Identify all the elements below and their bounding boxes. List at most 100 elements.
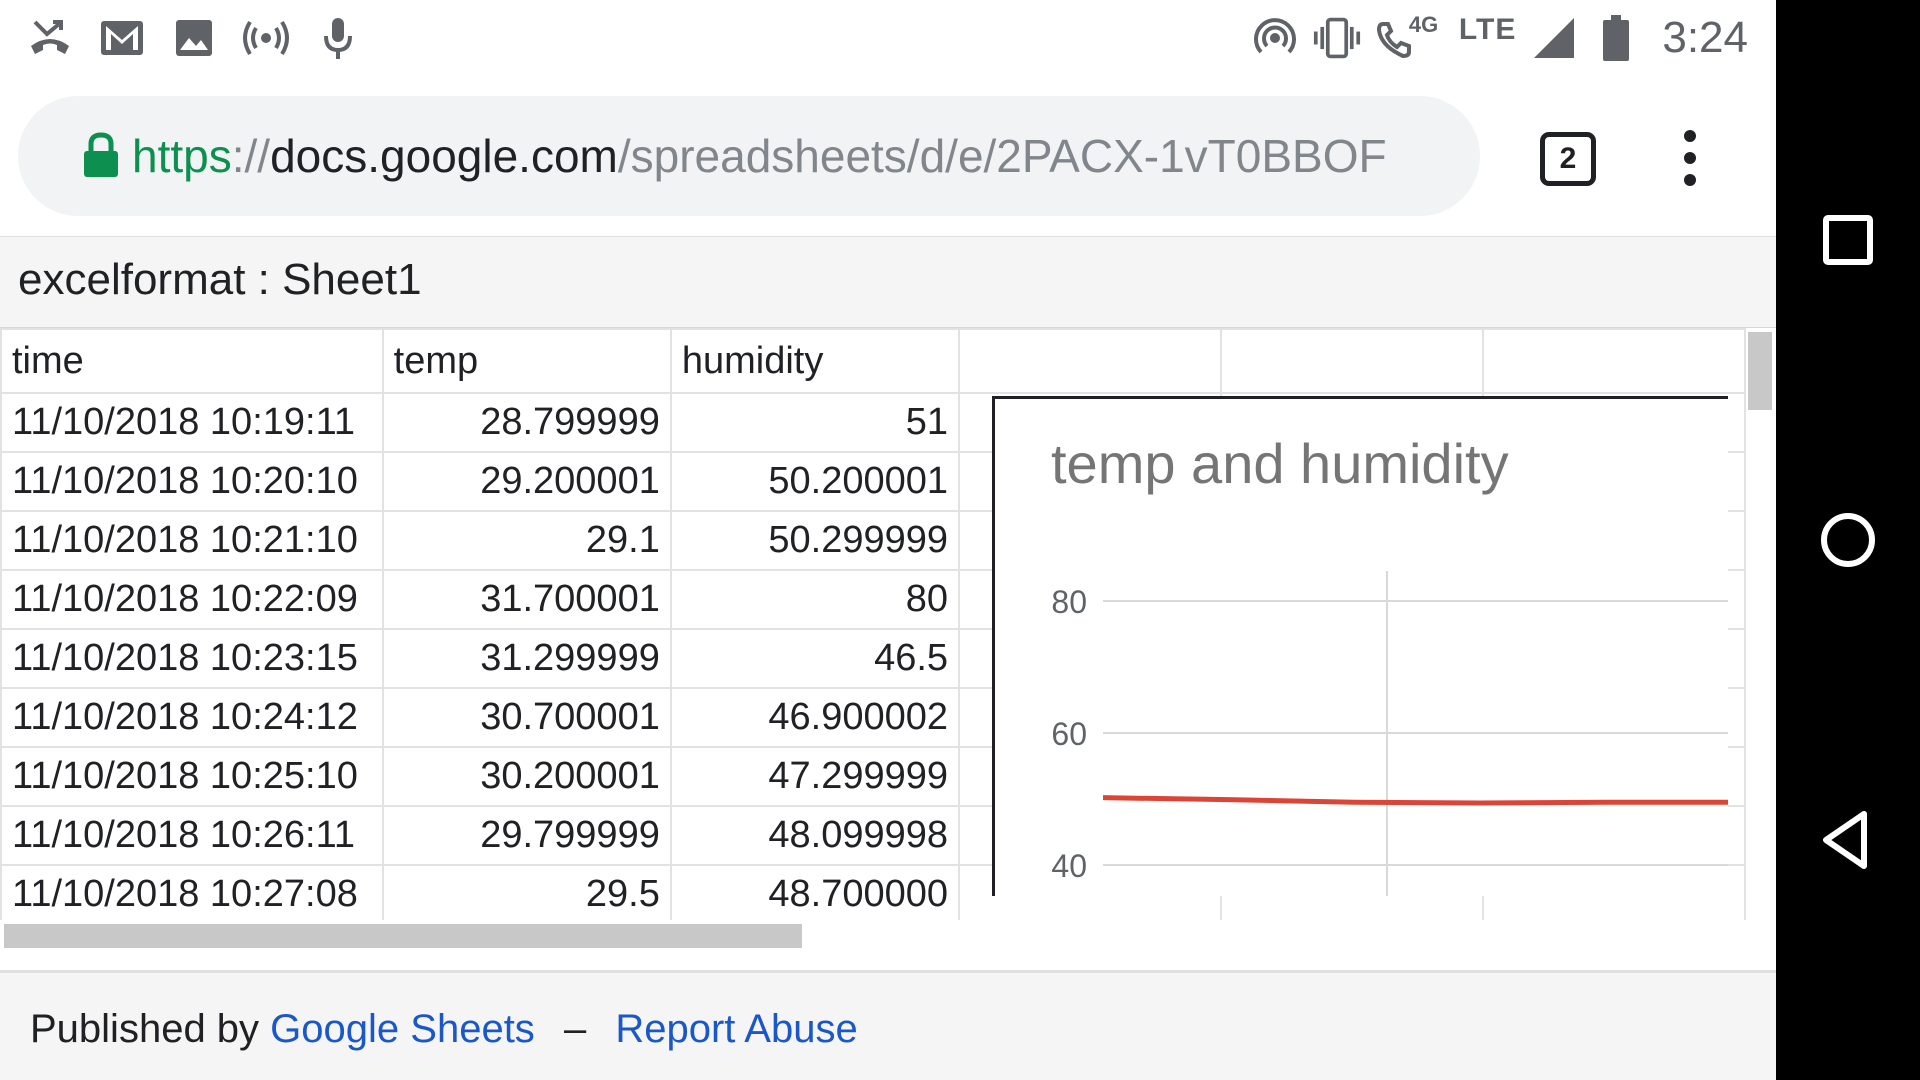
android-nav-bar <box>1776 0 1920 1080</box>
url-separator: :// <box>231 130 271 182</box>
cell[interactable] <box>1220 451 1484 512</box>
cell[interactable] <box>1481 746 1746 807</box>
cell[interactable]: 11/10/2018 10:27:08 <box>0 864 384 920</box>
cell[interactable] <box>1220 864 1484 920</box>
cell[interactable]: 80 <box>669 569 961 630</box>
microphone-icon <box>314 14 362 62</box>
cell[interactable]: 11/10/2018 10:24:12 <box>0 687 384 748</box>
cell[interactable] <box>1481 805 1746 866</box>
cell[interactable] <box>958 746 1223 807</box>
cell[interactable]: 50.200001 <box>669 451 961 512</box>
cell[interactable]: 29.5 <box>381 864 672 920</box>
sheet-title-bar: excelformat : Sheet1 <box>0 236 1776 328</box>
overflow-menu-icon[interactable] <box>1668 126 1712 190</box>
recents-icon[interactable] <box>1812 204 1884 276</box>
cell[interactable] <box>958 510 1223 571</box>
url-text[interactable]: https://docs.google.com/spreadsheets/d/e… <box>132 124 1462 188</box>
cell[interactable] <box>958 569 1223 630</box>
table-row: 11/10/2018 10:20:10 29.200001 50.200001 <box>0 451 1746 512</box>
lock-icon[interactable] <box>82 132 120 178</box>
horizontal-scroll-thumb[interactable] <box>4 924 802 948</box>
table-row: 11/10/2018 10:26:11 29.799999 48.099998 <box>0 805 1746 866</box>
cell[interactable]: 47.299999 <box>669 746 961 807</box>
cell[interactable]: 29.799999 <box>381 805 672 866</box>
table-row: 11/10/2018 10:25:10 30.200001 47.299999 <box>0 746 1746 807</box>
cell[interactable]: 11/10/2018 10:23:15 <box>0 628 384 689</box>
cell[interactable]: 11/10/2018 10:22:09 <box>0 569 384 630</box>
cell[interactable] <box>1220 628 1484 689</box>
url-path: /spreadsheets/d/e/2PACX-1vT0BBOF <box>617 130 1387 182</box>
footer-dash: – <box>563 1007 587 1051</box>
battery-icon <box>1592 14 1640 62</box>
cell[interactable] <box>958 687 1223 748</box>
cell[interactable]: 11/10/2018 10:20:10 <box>0 451 384 512</box>
cell[interactable]: 30.700001 <box>381 687 672 748</box>
cell[interactable] <box>958 628 1223 689</box>
cell[interactable] <box>1220 805 1484 866</box>
table-row: 11/10/2018 10:24:12 30.700001 46.900002 <box>0 687 1746 748</box>
cell[interactable]: 29.1 <box>381 510 672 571</box>
cell[interactable] <box>1481 687 1746 748</box>
cell[interactable] <box>1220 569 1484 630</box>
cell[interactable] <box>958 392 1223 453</box>
report-abuse-link[interactable]: Report Abuse <box>615 1007 858 1051</box>
cell[interactable] <box>958 451 1223 512</box>
cell[interactable]: 30.200001 <box>381 746 672 807</box>
cell[interactable] <box>958 805 1223 866</box>
header-cell[interactable] <box>958 328 1223 394</box>
cell[interactable]: 28.799999 <box>381 392 672 453</box>
cell[interactable] <box>1481 864 1746 920</box>
cell[interactable] <box>1481 451 1746 512</box>
clock: 3:24 <box>1662 13 1748 62</box>
cell[interactable]: 46.5 <box>669 628 961 689</box>
header-cell[interactable]: humidity <box>669 328 961 394</box>
cell[interactable]: 51 <box>669 392 961 453</box>
cell[interactable] <box>1481 510 1746 571</box>
table-row: 11/10/2018 10:21:10 29.1 50.299999 <box>0 510 1746 571</box>
cell[interactable]: 11/10/2018 10:19:11 <box>0 392 384 453</box>
header-cell[interactable] <box>1220 328 1484 394</box>
network-type: LTE <box>1458 13 1517 46</box>
cell[interactable] <box>1220 746 1484 807</box>
horizontal-scrollbar[interactable] <box>0 920 1746 948</box>
cell[interactable]: 31.299999 <box>381 628 672 689</box>
hotspot-icon <box>1251 14 1299 62</box>
vertical-scrollbar[interactable] <box>1746 328 1776 920</box>
back-icon[interactable] <box>1812 804 1884 876</box>
cell[interactable] <box>1220 687 1484 748</box>
cell[interactable]: 11/10/2018 10:26:11 <box>0 805 384 866</box>
cell[interactable] <box>1220 392 1484 453</box>
cell[interactable]: 50.299999 <box>669 510 961 571</box>
image-icon <box>170 14 218 62</box>
published-sheet: excelformat : Sheet1 time temp humidity 11/… <box>0 236 1776 1080</box>
home-icon[interactable] <box>1812 504 1884 576</box>
cell[interactable] <box>1481 628 1746 689</box>
sheet-title: excelformat : Sheet1 <box>18 255 422 304</box>
cell[interactable]: 48.099998 <box>669 805 961 866</box>
omnibox[interactable]: https://docs.google.com/spreadsheets/d/e… <box>18 96 1480 216</box>
cell[interactable]: 31.700001 <box>381 569 672 630</box>
cell[interactable]: 48.700000 <box>669 864 961 920</box>
cell[interactable] <box>958 864 1223 920</box>
cell[interactable]: 11/10/2018 10:25:10 <box>0 746 384 807</box>
cell[interactable] <box>1220 510 1484 571</box>
broadcast-icon <box>242 14 290 62</box>
published-by-label: Published by <box>30 1007 260 1051</box>
publish-footer: Published by Google Sheets – Report Abus… <box>0 970 1776 1080</box>
signal-icon <box>1530 14 1578 62</box>
cell[interactable]: 29.200001 <box>381 451 672 512</box>
cell[interactable]: 46.900002 <box>669 687 961 748</box>
tab-switcher-button[interactable]: 2 <box>1540 132 1596 186</box>
table-row: 11/10/2018 10:22:09 31.700001 80 <box>0 569 1746 630</box>
cell[interactable] <box>1481 392 1746 453</box>
header-cell[interactable]: temp <box>381 328 672 394</box>
missed-call-icon <box>26 14 74 62</box>
google-sheets-link[interactable]: Google Sheets <box>270 1007 535 1051</box>
vertical-scroll-thumb[interactable] <box>1748 332 1772 410</box>
footer-text: Published by Google Sheets – Report Abus… <box>30 1007 858 1052</box>
header-cell[interactable]: time <box>0 328 384 394</box>
cell[interactable]: 11/10/2018 10:21:10 <box>0 510 384 571</box>
header-cell[interactable] <box>1481 328 1746 394</box>
sheet-grid[interactable]: time temp humidity 11/10/2018 10:19:11 28.79… <box>0 328 1746 920</box>
cell[interactable] <box>1481 569 1746 630</box>
